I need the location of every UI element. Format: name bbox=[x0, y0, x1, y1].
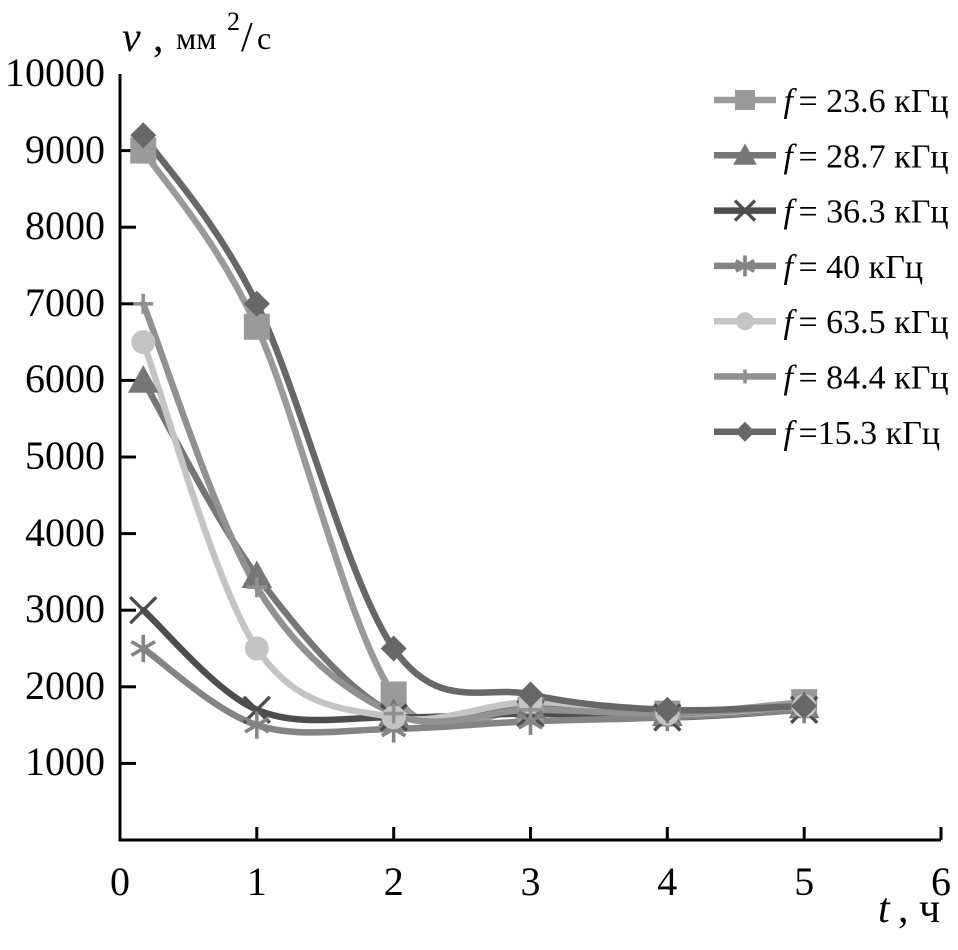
svg-text:0: 0 bbox=[110, 859, 130, 904]
svg-text:2: 2 bbox=[384, 859, 404, 904]
svg-text:f: f bbox=[784, 360, 798, 397]
svg-text:мм: мм bbox=[176, 20, 217, 56]
svg-text:с: с bbox=[257, 20, 271, 56]
svg-text:4000: 4000 bbox=[25, 510, 105, 555]
svg-text:= 28.7 кГц: = 28.7 кГц bbox=[799, 138, 949, 175]
svg-text:= 63.5 кГц: = 63.5 кГц bbox=[799, 304, 949, 341]
svg-text:/: / bbox=[241, 15, 253, 61]
svg-text:= 36.3 кГц: = 36.3 кГц bbox=[799, 194, 949, 231]
svg-text:3: 3 bbox=[521, 859, 541, 904]
svg-text:7000: 7000 bbox=[25, 280, 105, 325]
svg-text:= 40 кГц: = 40 кГц bbox=[799, 249, 924, 286]
svg-text:6000: 6000 bbox=[25, 356, 105, 401]
svg-text:=15.3 кГц: =15.3 кГц bbox=[799, 415, 941, 452]
svg-text:f: f bbox=[784, 138, 798, 175]
svg-text:1: 1 bbox=[247, 859, 267, 904]
svg-text:5000: 5000 bbox=[25, 433, 105, 478]
svg-text:2000: 2000 bbox=[25, 663, 105, 708]
svg-text:ν: ν bbox=[122, 15, 141, 61]
svg-text:4: 4 bbox=[657, 859, 677, 904]
svg-text:2: 2 bbox=[227, 7, 240, 36]
svg-text:f: f bbox=[784, 304, 798, 341]
svg-text:f: f bbox=[784, 194, 798, 231]
svg-text:= 84.4 кГц: = 84.4 кГц bbox=[799, 360, 949, 397]
svg-text:9000: 9000 bbox=[25, 127, 105, 172]
svg-text:1000: 1000 bbox=[25, 739, 105, 784]
svg-text:f: f bbox=[784, 249, 798, 286]
svg-text:= 23.6 кГц: = 23.6 кГц bbox=[799, 83, 949, 120]
svg-text:10000: 10000 bbox=[5, 50, 105, 95]
svg-text:f: f bbox=[784, 415, 798, 452]
svg-text:f: f bbox=[784, 83, 798, 120]
svg-text:, ч: , ч bbox=[898, 886, 940, 932]
svg-text:t: t bbox=[878, 886, 891, 932]
svg-text:3000: 3000 bbox=[25, 586, 105, 631]
svg-text:8000: 8000 bbox=[25, 203, 105, 248]
svg-text:5: 5 bbox=[794, 859, 814, 904]
svg-text:,: , bbox=[153, 15, 164, 61]
